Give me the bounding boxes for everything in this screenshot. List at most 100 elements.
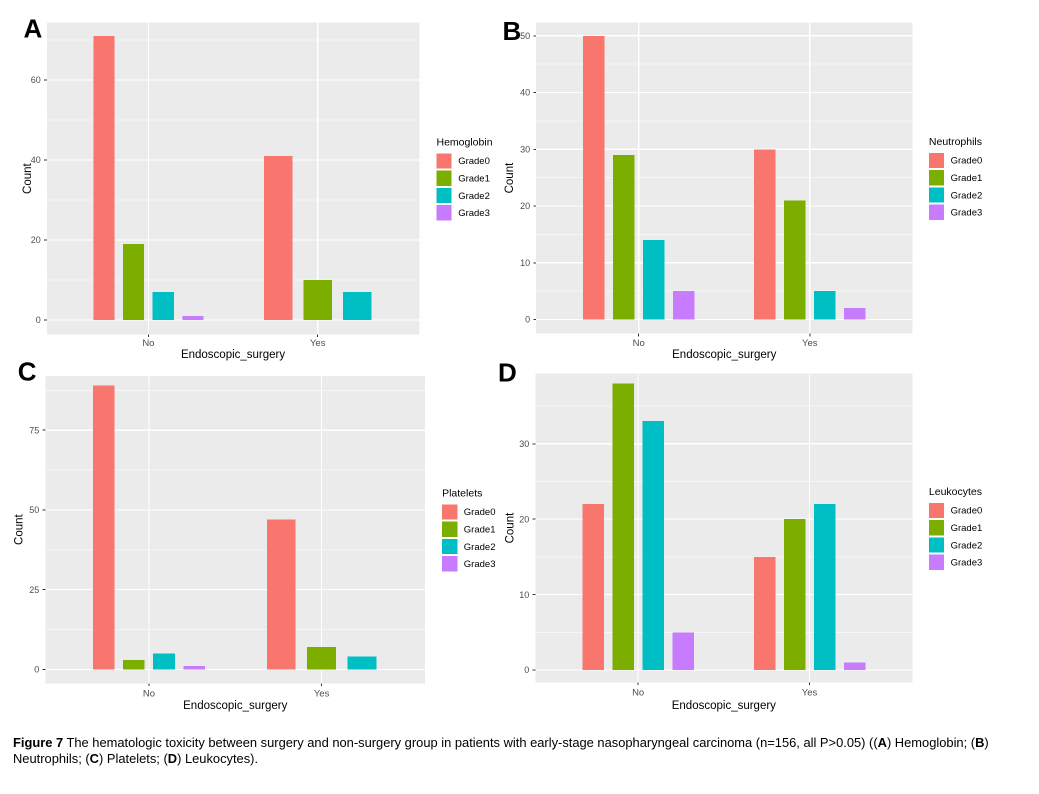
legend-key-grade2 xyxy=(436,187,452,204)
legend-label-grade0: Grade0 xyxy=(464,507,496,518)
bar-d-yes-grade2 xyxy=(813,504,836,670)
bar-a-no-grade3 xyxy=(182,316,204,321)
bar-a-yes-grade2 xyxy=(343,291,372,321)
bar-c-yes-grade2 xyxy=(347,656,377,670)
bar-b-no-grade0 xyxy=(583,35,605,320)
legend-label-grade2: Grade2 xyxy=(464,542,496,553)
y-tick-label: 0 xyxy=(36,315,41,325)
x-axis-title: Endoscopic_surgery xyxy=(672,700,776,712)
bar-b-no-grade1 xyxy=(613,154,635,320)
legend-key-grade3 xyxy=(436,205,452,221)
y-tick-label: 20 xyxy=(31,235,41,245)
caption-text-segment: ) Hemoglobin; ( xyxy=(886,734,976,750)
bar-b-no-grade3 xyxy=(672,291,695,320)
y-tick-label: 50 xyxy=(520,31,530,41)
legend-key-grade3 xyxy=(442,556,458,572)
legend-key-grade1 xyxy=(928,170,945,186)
panel-letter-a: A xyxy=(24,14,43,44)
legend-label-grade2: Grade2 xyxy=(951,540,983,551)
legend-label-grade1: Grade1 xyxy=(464,525,496,536)
legend-key-grade1 xyxy=(442,521,458,537)
legend-d: Leukocytes Grade0 Grade1 Grade2 Grade3 xyxy=(928,486,983,570)
legend-key-grade0 xyxy=(442,504,458,520)
bar-d-yes-grade0 xyxy=(753,556,776,670)
legend-label-grade0: Grade0 xyxy=(458,156,490,167)
caption-text-segment: ) Leukocytes). xyxy=(177,751,259,767)
y-axis-title: Count xyxy=(22,162,34,193)
y-tick-label: 75 xyxy=(29,425,39,435)
bar-d-yes-grade3 xyxy=(843,662,866,670)
caption-bold-segment: C xyxy=(89,751,99,767)
legend-key-grade2 xyxy=(928,187,945,203)
bar-a-yes-grade0 xyxy=(264,155,293,321)
bar-d-no-grade2 xyxy=(642,421,664,670)
bar-d-no-grade0 xyxy=(582,504,604,670)
caption-bold-segment: B xyxy=(975,734,985,750)
bar-b-yes-grade2 xyxy=(814,291,836,320)
caption-bold-segment: D xyxy=(167,751,178,767)
caption-bold-segment: Figure 7 xyxy=(13,734,64,750)
bar-b-no-grade2 xyxy=(643,240,665,320)
bar-a-no-grade2 xyxy=(152,291,174,321)
legend-label-grade1: Grade1 xyxy=(951,173,983,184)
panel-letter-b: B xyxy=(503,16,522,46)
bar-b-yes-grade1 xyxy=(784,200,806,320)
legend-label-grade3: Grade3 xyxy=(951,558,983,569)
legend-key-grade2 xyxy=(928,537,945,553)
caption-line-1: Figure 7 The hematologic toxicity betwee… xyxy=(13,735,1028,752)
legend-key-grade2 xyxy=(442,538,458,555)
bar-b-yes-grade0 xyxy=(754,149,776,320)
legend-title: Hemoglobin xyxy=(437,136,493,148)
legend-label-grade0: Grade0 xyxy=(951,506,983,517)
x-axis-title: Endoscopic_surgery xyxy=(183,700,287,712)
panel-b: 0 10 20 30 40 50 No Yes Endoscopic_surgery Count B… xyxy=(503,16,983,361)
panel-a: 0 20 40 60 No Yes Endoscopic_surgery Count A Hemo… xyxy=(22,14,492,361)
panel-d: 0 10 20 30 No Yes Endoscopic_surgery Count D Leuk… xyxy=(498,358,982,712)
legend-label-grade1: Grade1 xyxy=(458,174,490,185)
bar-c-no-grade0 xyxy=(92,385,115,670)
panel-letter-d: D xyxy=(498,358,517,388)
y-tick-label: 25 xyxy=(29,585,39,595)
legend-key-grade0 xyxy=(928,152,945,168)
y-axis-title: Count xyxy=(14,513,26,544)
y-tick-label: 10 xyxy=(520,258,530,268)
bar-a-yes-grade1 xyxy=(303,279,332,321)
y-tick-label: 50 xyxy=(29,505,39,515)
bar-c-no-grade1 xyxy=(123,659,145,670)
x-tick-label: No xyxy=(633,338,645,349)
caption-text-segment: The hematologic toxicity between surgery… xyxy=(63,734,878,750)
x-tick-label: Yes xyxy=(310,338,326,349)
y-tick-label: 0 xyxy=(524,665,529,675)
bar-d-no-grade3 xyxy=(672,632,694,670)
y-axis-title: Count xyxy=(505,512,517,543)
legend-b: Neutrophils Grade0 Grade1 Grade2 Grade3 xyxy=(928,136,983,220)
bar-a-no-grade0 xyxy=(93,35,115,321)
x-tick-label: No xyxy=(142,338,154,349)
legend-a: Hemoglobin Grade0 Grade1 Grade2 Grade3 xyxy=(436,136,493,221)
x-tick-label: Yes xyxy=(802,338,818,349)
legend-title: Platelets xyxy=(442,487,482,499)
legend-label-grade2: Grade2 xyxy=(951,190,983,201)
x-axis-title: Endoscopic_surgery xyxy=(672,349,776,361)
panel-letter-c: C xyxy=(18,356,37,386)
caption-line-2: Neutrophils; (C) Platelets; (D) Leukocyt… xyxy=(13,751,1028,768)
y-tick-label: 40 xyxy=(31,155,41,165)
caption-text-segment: ) Platelets; ( xyxy=(98,751,168,767)
bar-c-yes-grade1 xyxy=(307,647,336,670)
x-tick-label: Yes xyxy=(314,688,330,699)
legend-key-grade0 xyxy=(928,502,945,518)
panel-c: 0 25 50 75 No Yes Endoscopic_surgery Count C Plat… xyxy=(14,356,496,712)
legend-key-grade1 xyxy=(928,520,945,536)
y-axis-title: Count xyxy=(504,162,516,193)
y-tick-label: 10 xyxy=(519,590,529,600)
legend-title: Leukocytes xyxy=(929,486,982,498)
x-tick-label: No xyxy=(632,688,644,699)
legend-label-grade3: Grade3 xyxy=(464,559,496,570)
legend-key-grade1 xyxy=(436,170,452,186)
legend-label-grade0: Grade0 xyxy=(951,156,983,167)
bar-d-no-grade1 xyxy=(612,383,634,670)
bar-c-no-grade2 xyxy=(153,653,175,670)
caption-text-segment: ) xyxy=(984,734,989,750)
bar-b-yes-grade3 xyxy=(843,308,866,320)
